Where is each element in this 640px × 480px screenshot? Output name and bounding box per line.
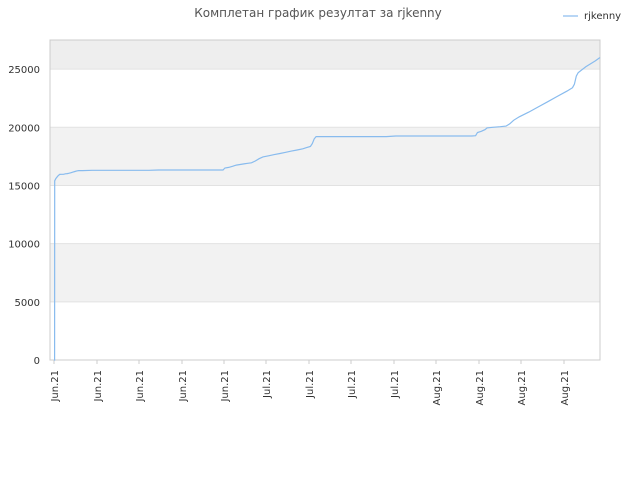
legend-label-rjkenny: rjkenny [584,11,621,22]
chart-title: Комплетан график резултат за rjkenny [194,6,442,20]
x-tick-label: Jun.21 [93,370,104,403]
y-tick-label: 20000 [8,123,40,134]
x-tick-label: Jul.21 [262,370,273,399]
y-tick-label: 15000 [8,181,40,192]
grid-bands [50,40,600,302]
y-tick-label: 10000 [8,240,40,251]
series-layer [53,57,601,361]
y-tick-label: 0 [34,356,40,367]
series-line-rjkenny [53,57,601,361]
axes [49,39,601,361]
y-axis-ticks: 0 5000 10000 15000 20000 25000 [8,65,40,367]
x-tick-label: Jul.21 [347,370,358,399]
gridlines [50,68,600,361]
x-tick-label: Aug.21 [475,370,486,405]
x-tick-label: Jul.21 [305,370,316,399]
x-axis-ticks: Jun.21 Jun.21 Jun.21 Jun.21 Jun.21 Jul.21 Jul.… [50,360,571,405]
legend: rjkenny [563,11,621,22]
y-tick-label: 5000 [15,298,40,309]
x-tick-label: Aug.21 [517,370,528,405]
grid-band-top [50,40,600,70]
x-tick-label: Aug.21 [432,370,443,405]
grid-band [50,243,600,302]
x-tick-label: Jun.21 [50,370,61,403]
x-tick-label: Jul.21 [390,370,401,399]
y-tick-label: 25000 [8,65,40,76]
x-tick-label: Aug.21 [560,370,571,405]
x-tick-label: Jun.21 [220,370,231,403]
x-tick-label: Jun.21 [178,370,189,403]
x-tick-label: Jun.21 [135,370,146,403]
plot-frame [49,39,601,361]
